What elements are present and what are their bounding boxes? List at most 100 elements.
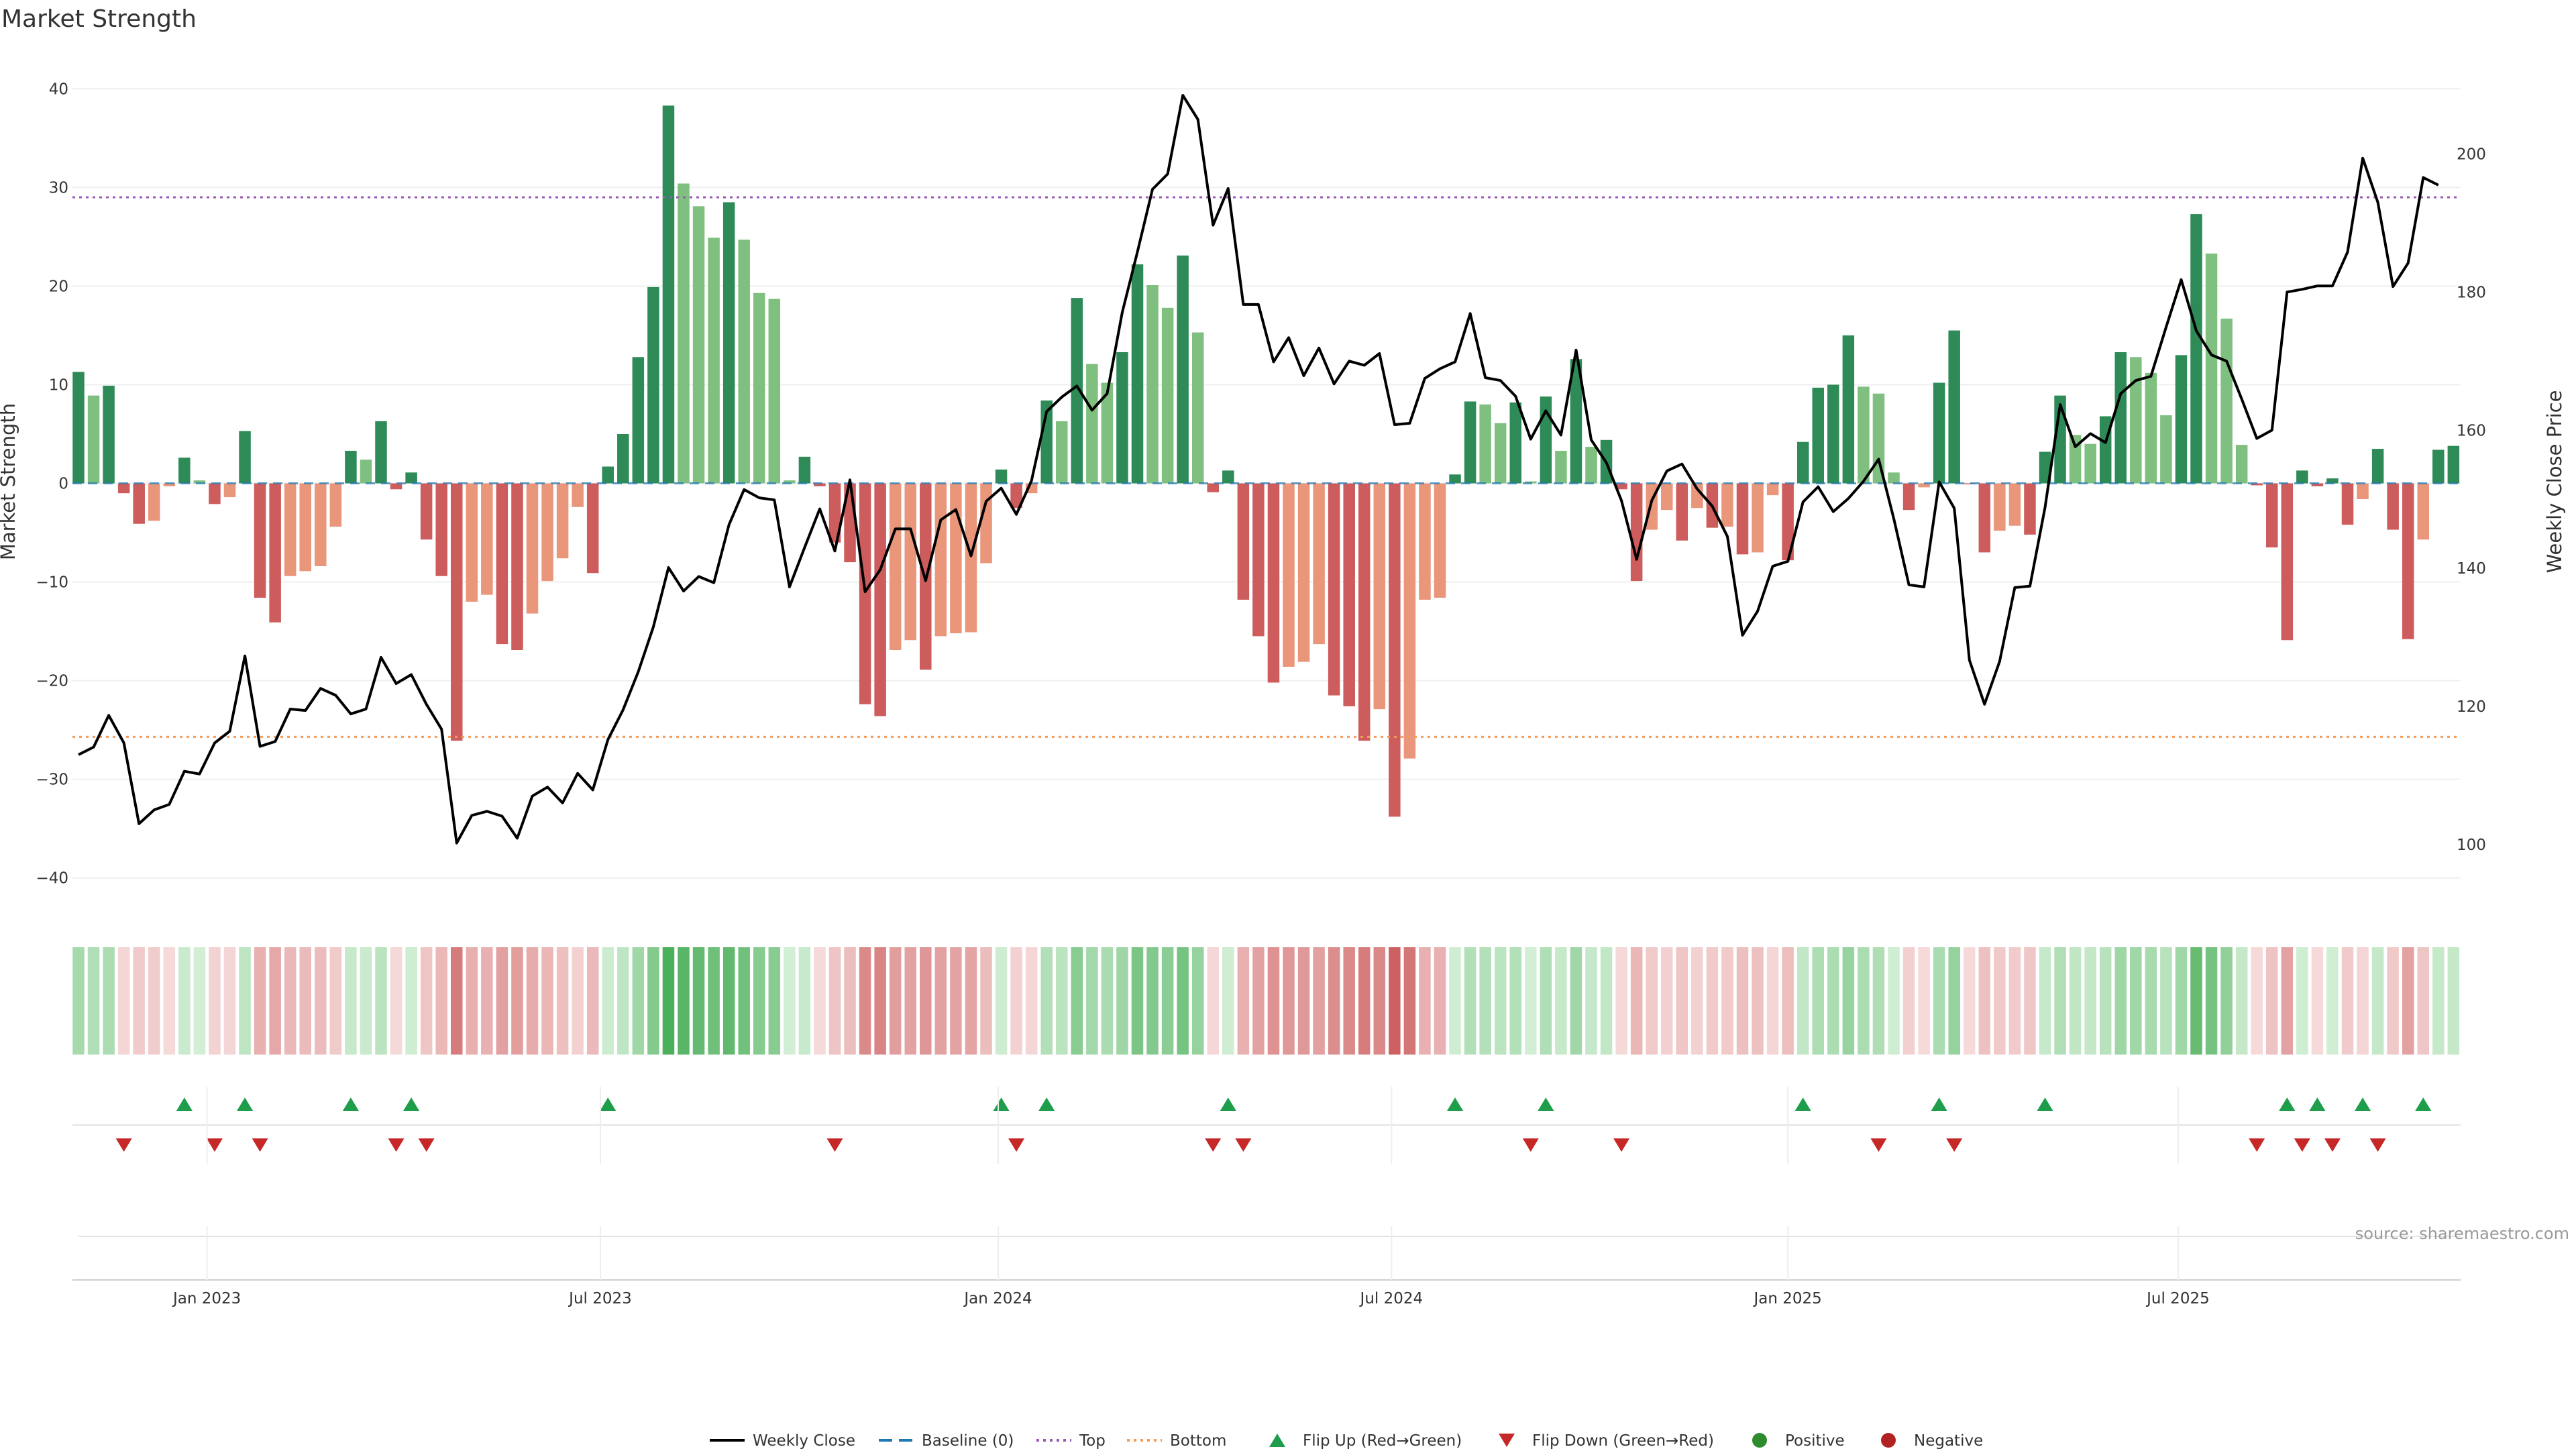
heat-cell	[117, 947, 130, 1055]
strength-bar	[980, 483, 992, 564]
strength-bar	[617, 433, 629, 484]
heat-cell	[768, 947, 781, 1055]
strength-bar	[1948, 330, 1960, 484]
strength-bar	[329, 483, 342, 527]
heat-cell	[2039, 947, 2051, 1055]
strength-bar	[103, 385, 115, 484]
heat-cell	[1389, 947, 1401, 1055]
legend-swatch	[1881, 1433, 1896, 1448]
x-axis: Jan 2023 Jul 2023 Jan 2024 Jul 2024 Jan 2025…	[72, 1087, 2461, 1307]
heat-cell	[1888, 947, 1900, 1055]
legend-label: Top	[1079, 1432, 1106, 1449]
strength-bar	[1676, 483, 1688, 541]
legend-label: Weekly Close	[753, 1432, 855, 1449]
strength-bar	[2008, 483, 2021, 526]
heat-cell	[2099, 947, 2112, 1055]
heat-cell	[481, 947, 493, 1055]
heat-cell	[254, 947, 266, 1055]
legend-item: Bottom	[1127, 1432, 1226, 1449]
heat-cell	[2069, 947, 2082, 1055]
strength-bar	[1736, 483, 1749, 555]
heat-cell	[1570, 947, 1582, 1055]
heat-cell	[1449, 947, 1461, 1055]
heat-cell	[995, 947, 1008, 1055]
heat-cell	[1902, 947, 1915, 1055]
heat-cell	[269, 947, 281, 1055]
heat-cell	[617, 947, 629, 1055]
heat-cell	[965, 947, 977, 1055]
heat-cell	[496, 947, 508, 1055]
heat-cell	[556, 947, 569, 1055]
strength-bar	[2296, 470, 2308, 484]
heat-cell	[1812, 947, 1824, 1055]
strength-bar	[390, 483, 402, 490]
strength-bar	[481, 483, 493, 595]
heat-cell	[1177, 947, 1189, 1055]
flip-down-marker	[2249, 1138, 2265, 1152]
heat-cell	[1615, 947, 1627, 1055]
strength-bar	[2447, 445, 2460, 484]
strength-bar	[678, 183, 690, 484]
heat-cell	[2402, 947, 2414, 1055]
heat-cell	[209, 947, 221, 1055]
heat-cell	[1842, 947, 1855, 1055]
heat-cell	[511, 947, 523, 1055]
strength-bar	[1131, 264, 1144, 484]
heat-cell	[1933, 947, 1945, 1055]
weekly-close-line	[78, 94, 2439, 845]
heat-cell	[2130, 947, 2142, 1055]
heat-cell	[163, 947, 176, 1055]
strength-bar	[1101, 382, 1114, 484]
strength-bar	[1313, 483, 1325, 645]
strength-bar	[72, 372, 85, 484]
strength-bar	[1161, 307, 1174, 484]
strength-bar	[1297, 483, 1310, 662]
source-note: source: sharemaestro.com	[2355, 1224, 2569, 1243]
legend-label: Bottom	[1170, 1432, 1226, 1449]
strength-bar	[784, 480, 796, 484]
heat-cell	[87, 947, 100, 1055]
heat-cell	[1948, 947, 1960, 1055]
strength-bar	[859, 483, 871, 704]
strength-bar	[87, 395, 100, 484]
heat-cell	[1766, 947, 1779, 1055]
strength-bar	[1872, 393, 1885, 484]
strength-bar	[1721, 483, 1733, 527]
strength-bar	[662, 105, 675, 484]
heat-cell	[934, 947, 947, 1055]
legend-item: Flip Down (Green→Red)	[1499, 1432, 1714, 1449]
strength-bar	[269, 483, 281, 623]
heat-cell	[133, 947, 145, 1055]
strength-bar	[1555, 450, 1567, 484]
heat-cell	[1994, 947, 2006, 1055]
x-tick-label: Jul 2023	[568, 1290, 632, 1307]
left-tick-label: 20	[49, 278, 68, 295]
strength-bar	[1449, 474, 1461, 484]
heat-cell	[1676, 947, 1688, 1055]
legend-label: Positive	[1785, 1432, 1845, 1449]
heat-cell	[1964, 947, 1976, 1055]
strength-bar	[2069, 435, 2082, 484]
heat-cell	[1161, 947, 1174, 1055]
strength-bar	[1796, 441, 1809, 484]
strength-bar	[1086, 364, 1098, 484]
heat-cell	[753, 947, 765, 1055]
strength-bar	[2311, 483, 2324, 486]
strength-bar	[1782, 483, 1794, 561]
heat-cell	[435, 947, 447, 1055]
strength-bar	[315, 483, 327, 566]
left-tick-label: −20	[36, 673, 68, 690]
strength-bar	[1842, 335, 1855, 484]
heat-cell	[904, 947, 916, 1055]
heat-cell	[178, 947, 191, 1055]
heat-cell	[420, 947, 433, 1055]
strength-bar	[2160, 415, 2172, 484]
strength-bar	[965, 483, 977, 633]
heat-cell	[1131, 947, 1144, 1055]
x-tick-label: Jul 2024	[1359, 1290, 1424, 1307]
strength-bar	[2341, 483, 2354, 525]
right-tick-label: 100	[2457, 837, 2486, 854]
flip-up-marker	[1038, 1097, 1055, 1111]
heat-cell	[1661, 947, 1673, 1055]
chart-title: Market Strength	[1, 5, 197, 33]
